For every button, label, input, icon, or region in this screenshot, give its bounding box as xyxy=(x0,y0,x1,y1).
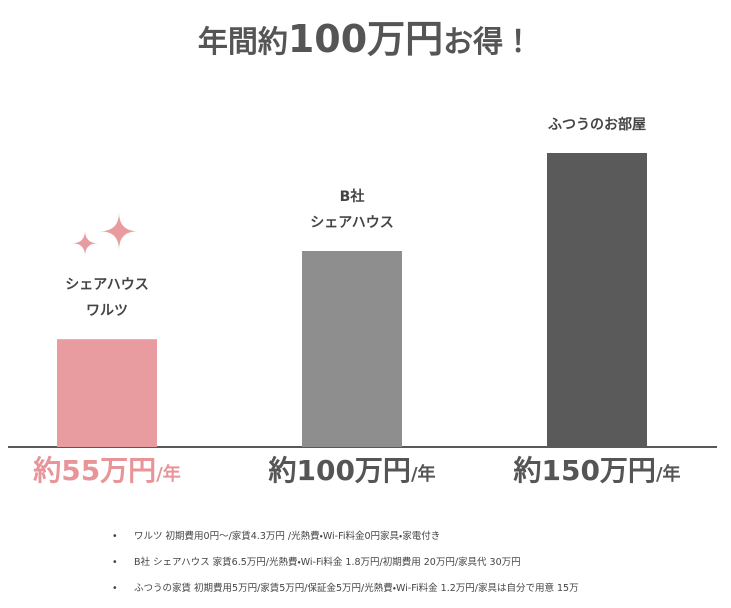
value-label: 約55万円/年 xyxy=(32,454,181,487)
category-label: B社シェアハウス xyxy=(310,188,393,231)
bar xyxy=(302,251,402,447)
value-label: 約150万円/年 xyxy=(512,454,680,487)
bar xyxy=(547,153,647,447)
value-label-main: 約100万円 xyxy=(267,454,410,487)
sparkle xyxy=(72,230,98,257)
note: B社 シェアハウス 家賃6.5万円/光熱費・Wi-Fi料金 1.8万円/初期費用… xyxy=(112,554,579,568)
title-emphasis-text: 100万円 xyxy=(287,17,444,61)
value-label: 約100万円/年 xyxy=(267,454,435,487)
category-label: シェアハウスワルツ xyxy=(65,277,148,319)
value-label-suffix: /年 xyxy=(656,463,681,485)
notes: ワルツ 初期費用0円〜/家賃4.3万円 /光熱費・Wi-Fi料金0円家具・家電付… xyxy=(112,528,579,606)
title-tail: お得！ xyxy=(443,25,534,60)
bar xyxy=(57,339,157,447)
value-label-suffix: /年 xyxy=(156,463,181,485)
value-label-suffix: /年 xyxy=(411,463,436,485)
category-label: ふつうのお部屋 xyxy=(548,116,646,133)
note: ワルツ 初期費用0円〜/家賃4.3万円 /光熱費・Wi-Fi料金0円家具・家電付… xyxy=(112,528,579,542)
title-emphasis: 100万円 xyxy=(288,8,443,63)
chart-title: 年間約100万円お得！ xyxy=(0,8,731,63)
value-label-main: 約55万円 xyxy=(32,454,156,487)
title-lead: 年間約 xyxy=(197,25,288,60)
sparkle xyxy=(100,212,138,251)
value-label-main: 約150万円 xyxy=(512,454,655,487)
note: ふつうの家賃 初期費用5万円/家賃5万円/保証金5万円/光熱費・Wi-Fi料金 … xyxy=(112,580,579,594)
